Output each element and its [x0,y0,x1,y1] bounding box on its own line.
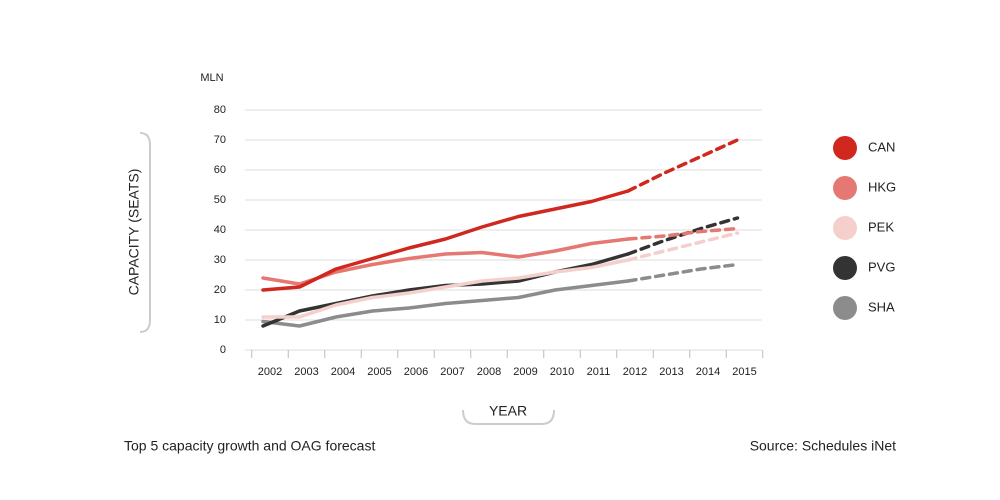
legend-label: HKG [868,179,896,194]
y-tick-label: 40 [214,224,226,236]
source: Source: Schedules iNet [750,438,896,454]
legend-label: PEK [868,219,894,234]
x-tick-label: 2013 [659,366,683,378]
x-tick-label: 2011 [587,366,611,378]
y-label-bracket [139,132,151,333]
forecast-line [626,262,740,283]
legend-swatch [833,296,857,320]
x-tick-label: 2008 [477,366,501,378]
x-tick-label: 2007 [440,366,464,378]
forecast-line [626,231,740,262]
x-tick-label: 2004 [331,366,355,378]
x-tick-label: 2003 [294,366,318,378]
y-tick-label: 70 [214,134,226,146]
x-tick-label: 2006 [404,366,428,378]
y-tick-label: 30 [214,254,226,266]
x-tick-label: 2012 [623,366,647,378]
caption: Top 5 capacity growth and OAG forecast [124,438,375,454]
forecast-line [626,138,740,193]
x-tick-label: 2002 [258,366,282,378]
legend-swatch [833,176,857,200]
y-axis-label: CAPACITY (SEATS) [126,169,142,296]
legend-swatch [833,136,857,160]
x-tick-label: 2009 [513,366,537,378]
series-line [261,279,630,328]
x-tick-label: 2010 [550,366,574,378]
x-label-bracket [462,409,555,425]
y-tick-label: 50 [214,194,226,206]
forecast-line [626,226,740,241]
series-line [261,189,630,292]
y-tick-label: 10 [214,314,226,326]
x-tick-label: 2005 [367,366,391,378]
legend-label: SHA [868,299,895,314]
x-axis-label: YEAR [489,403,527,419]
y-unit: MLN [200,72,223,84]
y-tick-label: 60 [214,164,226,176]
legend-label: PVG [868,259,895,274]
legend-label: CAN [868,139,895,154]
y-tick-label: 80 [214,104,226,116]
y-tick-label: 20 [214,284,226,296]
x-tick-label: 2014 [696,366,720,378]
legend-swatch [833,216,857,240]
legend-swatch [833,256,857,280]
x-tick-label: 2015 [732,366,756,378]
y-tick-label: 0 [220,344,226,356]
series-line [261,258,630,319]
